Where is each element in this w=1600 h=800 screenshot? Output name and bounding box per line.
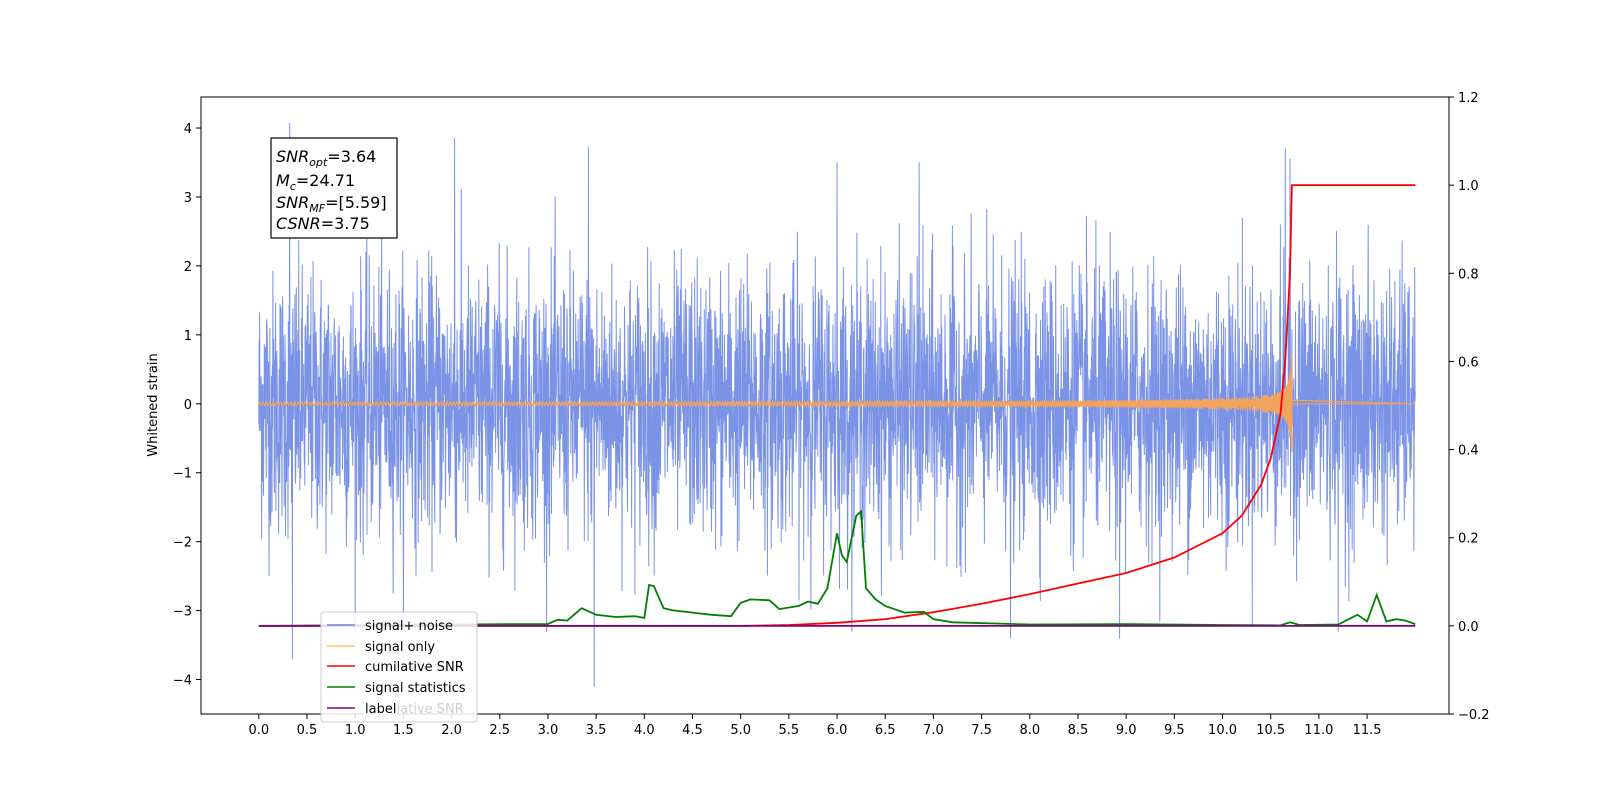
legend: signal+ noise signal only cumilative SNR… bbox=[320, 611, 478, 723]
x-tick-label: 6.5 bbox=[875, 723, 896, 738]
x-tick-label: 8.5 bbox=[1068, 723, 1089, 738]
annotation-line-csnr: CSNR=3.75 bbox=[276, 214, 370, 233]
legend-label-label: label bbox=[365, 702, 396, 717]
x-tick-label: 7.5 bbox=[971, 723, 992, 738]
annotation-line-snr-mf: SNRMF=[5.59] bbox=[276, 193, 387, 215]
legend-label-signal-statistics: signal statistics bbox=[365, 681, 466, 696]
annotation-box: SNRopt=3.64 Mc=24.71 SNRMF=[5.59] CSNR=3… bbox=[270, 137, 398, 239]
legend-mask bbox=[363, 700, 397, 717]
y-left-tick-label: 1 bbox=[184, 329, 192, 344]
y-left-tick-label: −2 bbox=[173, 536, 192, 551]
series-cumilative-snr bbox=[258, 184, 1416, 627]
y-right-tick-label: 0.6 bbox=[1458, 355, 1479, 370]
y-left-tick-label: −3 bbox=[173, 605, 192, 620]
x-tick-label: 3.0 bbox=[538, 723, 559, 738]
y-axis-left: 4 3 2 1 0 −1 −2 −3 −4 bbox=[173, 122, 201, 689]
y-left-tick-label: 3 bbox=[184, 191, 192, 206]
y-left-tick-label: 0 bbox=[184, 398, 192, 413]
x-tick-label: 4.0 bbox=[634, 723, 655, 738]
legend-frame bbox=[320, 611, 478, 723]
y-right-tick-label: 1.0 bbox=[1458, 179, 1479, 194]
x-tick-label: 10.0 bbox=[1208, 723, 1237, 738]
legend-label-signal-only: signal only bbox=[365, 640, 435, 655]
x-tick-label: 9.0 bbox=[1116, 723, 1137, 738]
x-tick-label: 1.0 bbox=[345, 723, 366, 738]
legend-label-signal-noise: signal+ noise bbox=[365, 619, 453, 634]
annotation-line-mc: Mc=24.71 bbox=[276, 171, 355, 193]
y-left-tick-label: −1 bbox=[173, 467, 192, 482]
x-tick-label: 8.0 bbox=[1019, 723, 1040, 738]
y-left-tick-label: 2 bbox=[184, 260, 192, 275]
x-tick-label: 2.0 bbox=[441, 723, 462, 738]
y-right-tick-label: 0.4 bbox=[1458, 444, 1479, 459]
x-tick-label: 6.0 bbox=[827, 723, 848, 738]
series-signal-statistics bbox=[258, 509, 1416, 627]
y-left-tick-label: −4 bbox=[173, 674, 192, 689]
x-tick-label: 0.0 bbox=[248, 723, 269, 738]
x-tick-label: 7.0 bbox=[923, 723, 944, 738]
y-axis-right: 1.2 1.0 0.8 0.6 0.4 0.2 0.0 −0.2 bbox=[1449, 91, 1490, 723]
y-right-tick-label: −0.2 bbox=[1458, 708, 1490, 723]
series-signal-only bbox=[258, 354, 1416, 453]
x-tick-label: 11.5 bbox=[1353, 723, 1382, 738]
plot-frame bbox=[200, 96, 1450, 715]
y-left-tick-label: 4 bbox=[184, 122, 192, 137]
x-tick-label: 9.5 bbox=[1164, 723, 1185, 738]
y-right-tick-label: 0.2 bbox=[1458, 532, 1479, 547]
plot-area bbox=[258, 122, 1416, 687]
annotation-line-snr-opt: SNRopt=3.64 bbox=[276, 147, 376, 169]
y-right-tick-label: 1.2 bbox=[1458, 91, 1479, 106]
x-tick-label: 11.0 bbox=[1304, 723, 1333, 738]
x-tick-label: 2.5 bbox=[489, 723, 510, 738]
x-tick-label: 5.0 bbox=[730, 723, 751, 738]
x-tick-label: 4.5 bbox=[682, 723, 703, 738]
x-axis: 0.0 0.5 1.0 1.5 2.0 2.5 3.0 3.5 4.0 4.5 5.0 5.5 6.0 6… bbox=[248, 714, 1382, 738]
y-right-tick-label: 0.8 bbox=[1458, 267, 1479, 282]
y-right-tick-label: 0.0 bbox=[1458, 620, 1479, 635]
x-tick-label: 3.5 bbox=[586, 723, 607, 738]
x-tick-label: 1.5 bbox=[393, 723, 414, 738]
x-tick-label: 0.5 bbox=[297, 723, 318, 738]
x-tick-label: 10.5 bbox=[1256, 723, 1285, 738]
x-tick-label: 5.5 bbox=[779, 723, 800, 738]
annotation-frame bbox=[270, 137, 398, 239]
y-axis-label: Whitened strain bbox=[146, 353, 161, 456]
legend-label-cumilative-snr: cumilative SNR bbox=[365, 660, 464, 675]
